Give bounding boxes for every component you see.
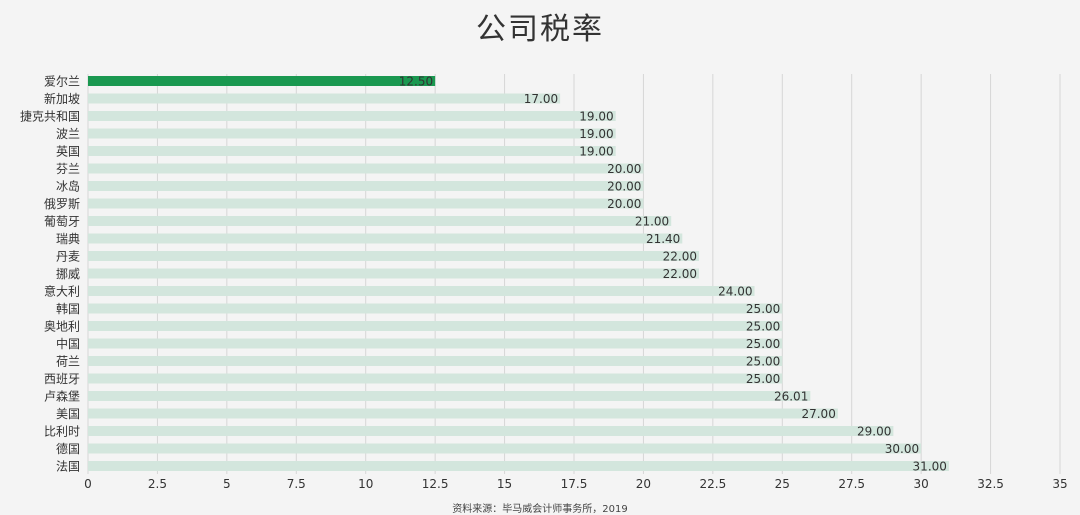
- source-note: 资料来源：毕马威会计师事务所，2019: [452, 504, 628, 515]
- x-tick-label: 22.5: [699, 477, 726, 491]
- x-tick-label: 32.5: [977, 477, 1004, 491]
- bar: [88, 146, 616, 156]
- category-label: 冰岛: [56, 179, 80, 194]
- bar: [88, 198, 644, 209]
- category-label: 德国: [56, 441, 80, 456]
- data-label: 26.01: [774, 390, 808, 404]
- bar: [88, 321, 783, 331]
- bar: [88, 303, 783, 314]
- x-tick-label: 12.5: [422, 477, 449, 491]
- category-label: 葡萄牙: [44, 215, 80, 229]
- category-labels: 爱尔兰新加坡捷克共和国波兰英国芬兰冰岛俄罗斯葡萄牙瑞典丹麦挪威意大利韩国奥地利中…: [20, 74, 80, 474]
- category-label: 俄罗斯: [44, 197, 80, 211]
- data-label: 27.00: [801, 407, 835, 421]
- bar: [88, 373, 783, 384]
- data-label: 12.50: [399, 75, 433, 89]
- category-label: 瑞典: [56, 232, 80, 246]
- data-label: 19.00: [579, 127, 613, 141]
- data-label: 25.00: [746, 320, 780, 334]
- bar: [88, 443, 922, 454]
- bar: [88, 181, 644, 191]
- x-tick-label: 17.5: [561, 477, 588, 491]
- category-label: 荷兰: [56, 355, 80, 369]
- bar: [88, 461, 949, 471]
- data-label: 25.00: [746, 337, 780, 351]
- bar: [88, 286, 755, 296]
- category-label: 丹麦: [56, 250, 80, 264]
- x-tick-label: 10: [358, 477, 373, 491]
- x-tick-label: 27.5: [838, 477, 865, 491]
- category-label: 捷克共和国: [20, 110, 80, 124]
- x-tick-label: 30: [914, 477, 929, 491]
- data-label: 30.00: [885, 442, 919, 456]
- bar: [88, 338, 783, 349]
- bar: [88, 163, 644, 174]
- x-tick-label: 25: [775, 477, 790, 491]
- bar: [88, 391, 811, 401]
- bars: [88, 76, 949, 471]
- category-label: 比利时: [44, 425, 80, 439]
- data-label: 29.00: [857, 425, 891, 439]
- data-label: 21.00: [635, 215, 669, 229]
- category-label: 卢森堡: [44, 389, 80, 404]
- x-tick-label: 5: [223, 477, 231, 491]
- category-label: 奥地利: [44, 320, 80, 334]
- category-label: 韩国: [56, 301, 80, 316]
- category-label: 挪威: [56, 267, 80, 281]
- data-label: 20.00: [607, 162, 641, 176]
- data-label: 31.00: [913, 460, 947, 474]
- data-labels: 12.50 17.00 19.00 19.00 19.00 20.00 20.00 20.00…: [399, 75, 947, 474]
- x-tick-label: 7.5: [287, 477, 306, 491]
- data-label: 21.40: [646, 232, 680, 246]
- category-label: 美国: [56, 407, 80, 421]
- chart-title: 公司税率: [476, 12, 604, 47]
- data-label: 25.00: [746, 372, 780, 386]
- bar: [88, 356, 783, 366]
- category-label: 西班牙: [44, 372, 80, 386]
- bar: [88, 408, 838, 419]
- bar: [88, 111, 616, 121]
- x-tick-label: 20: [636, 477, 651, 491]
- bar: [88, 268, 699, 279]
- category-label: 新加坡: [44, 91, 80, 106]
- data-label: 20.00: [607, 180, 641, 194]
- data-label: 24.00: [718, 285, 752, 299]
- data-label: 19.00: [579, 110, 613, 124]
- bar: [88, 93, 561, 104]
- bar: [88, 216, 672, 226]
- x-tick-label: 0: [84, 477, 92, 491]
- data-label: 19.00: [579, 145, 613, 159]
- x-tick-label: 2.5: [148, 477, 167, 491]
- category-label: 芬兰: [56, 162, 80, 176]
- category-label: 波兰: [56, 127, 80, 141]
- bar: [88, 426, 894, 436]
- bar: [88, 76, 436, 86]
- x-tick-label: 35: [1052, 477, 1067, 491]
- data-label: 22.00: [663, 250, 697, 264]
- x-tick-label: 15: [497, 477, 512, 491]
- category-label: 英国: [56, 145, 80, 159]
- category-label: 爱尔兰: [44, 74, 80, 89]
- x-axis-ticks: 0 2.5 5 7.5 10 12.5 15 17.5 20 22.5 25 27.5 30 32.5 35: [84, 477, 1067, 491]
- data-label: 20.00: [607, 197, 641, 211]
- grid-lines: [87, 74, 1061, 474]
- data-label: 25.00: [746, 355, 780, 369]
- bar: [88, 233, 683, 244]
- bar: [88, 128, 616, 139]
- category-label: 意大利: [44, 284, 80, 299]
- data-label: 17.00: [524, 92, 558, 106]
- data-label: 22.00: [663, 267, 697, 281]
- data-label: 25.00: [746, 302, 780, 316]
- category-label: 法国: [56, 460, 80, 474]
- category-label: 中国: [56, 336, 80, 351]
- bar: [88, 251, 699, 261]
